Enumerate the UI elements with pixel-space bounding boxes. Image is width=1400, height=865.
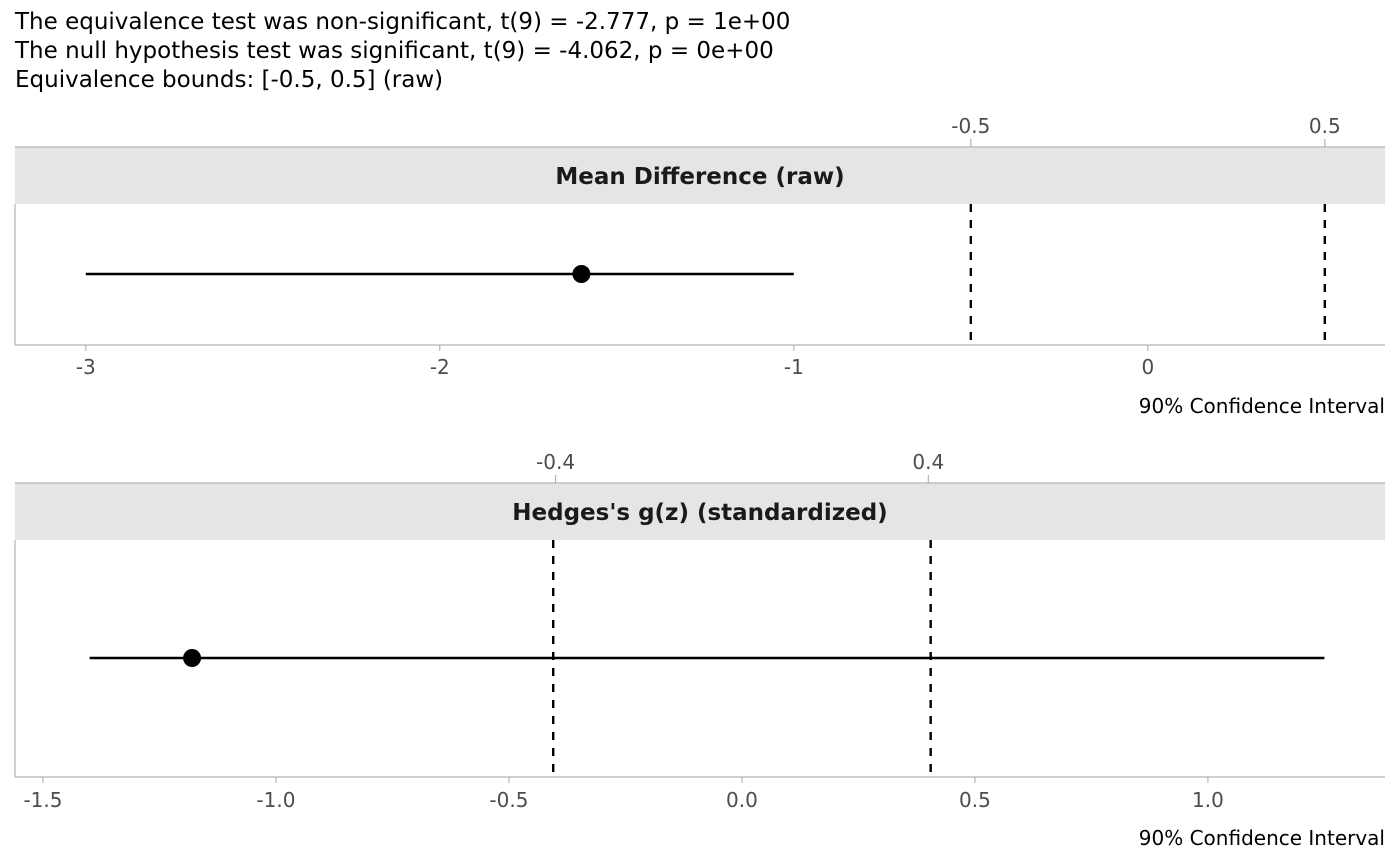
panel-title-2: Hedges's g(z) (standardized) [512,500,887,526]
point-estimate [183,649,202,667]
top-tick-label: 0.4 [912,450,944,474]
x-axis-title-2: 90% Confidence Interval [1139,826,1385,850]
panel-title-1: Mean Difference (raw) [555,164,844,190]
top-tick-label: -0.5 [951,114,990,138]
x-tick-label: -2 [430,355,450,379]
subtitle-line-equivalence: The equivalence test was non-significant… [15,9,791,35]
x-tick-label: 1.0 [1192,788,1224,812]
subtitle-line-null-hypothesis: The null hypothesis test was significant… [15,38,774,64]
panel-strip-1 [15,147,1385,204]
x-tick-label: -0.5 [489,788,528,812]
x-tick-label: 0.0 [726,788,758,812]
x-tick-label: 0.5 [959,788,991,812]
x-tick-label: -1.0 [256,788,295,812]
subtitle-line-bounds: Equivalence bounds: [-0.5, 0.5] (raw) [15,67,444,93]
x-tick-label: -1.5 [23,788,62,812]
x-tick-label: -3 [76,355,96,379]
x-tick-label: 0 [1141,355,1154,379]
plot-subtitle: The equivalence test was non-significant… [15,8,790,95]
top-tick-label: 0.5 [1309,114,1341,138]
top-tick-label: -0.4 [536,450,575,474]
panel-strip-2 [15,483,1385,540]
x-axis-title-1: 90% Confidence Interval [1139,394,1385,418]
point-estimate [572,265,591,283]
x-tick-label: -1 [784,355,804,379]
